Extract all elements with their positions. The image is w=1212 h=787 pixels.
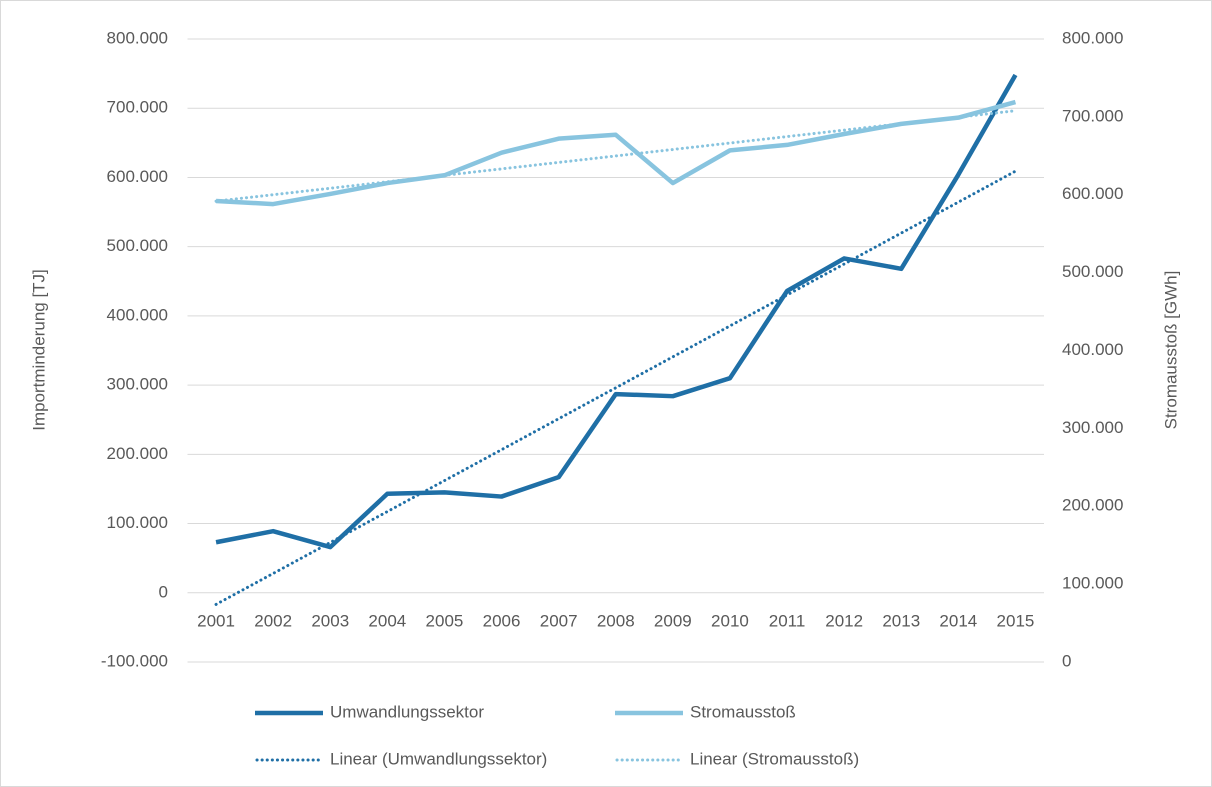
- legend-label: Stromausstoß: [690, 702, 796, 721]
- x-tick-label: 2002: [254, 611, 292, 630]
- trendline: [214, 109, 1017, 203]
- y2-tick-label: 600.000: [1062, 184, 1123, 203]
- x-tick-label: 2005: [426, 611, 464, 630]
- y-tick-label: 300.000: [107, 375, 168, 394]
- x-tick-label: 2011: [769, 611, 806, 630]
- y2-axis-title: Stromausstoß [GWh]: [1161, 271, 1180, 430]
- x-tick-label: 2004: [368, 611, 406, 630]
- x-tick-label: 2006: [483, 611, 521, 630]
- legend-label: Linear (Umwandlungssektor): [330, 749, 547, 768]
- legend-label: Umwandlungssektor: [330, 702, 484, 721]
- y2-tick-label: 300.000: [1062, 418, 1123, 437]
- y2-tick-label: 100.000: [1062, 574, 1123, 593]
- legend-label: Linear (Stromausstoß): [690, 749, 859, 768]
- y-tick-label: 800.000: [107, 28, 168, 47]
- x-tick-label: 2015: [997, 611, 1035, 630]
- x-tick-label: 2009: [654, 611, 692, 630]
- y-tick-label: 0: [159, 582, 168, 601]
- x-tick-label: 2012: [825, 611, 863, 630]
- y-tick-label: 400.000: [107, 305, 168, 324]
- y-tick-label: 700.000: [107, 98, 168, 117]
- x-tick-label: 2008: [597, 611, 635, 630]
- y-tick-label: 200.000: [107, 444, 168, 463]
- y2-tick-label: 700.000: [1062, 106, 1123, 125]
- y2-tick-label: 500.000: [1062, 262, 1123, 281]
- x-tick-label: 2014: [939, 611, 977, 630]
- x-tick-label: 2003: [311, 611, 349, 630]
- y-tick-label: 500.000: [107, 236, 168, 255]
- y2-tick-label: 400.000: [1062, 340, 1123, 359]
- series-line: [215, 99, 1017, 207]
- series-line: [215, 73, 1018, 550]
- y2-tick-label: 800.000: [1062, 28, 1123, 47]
- y-tick-label: 600.000: [107, 167, 168, 186]
- y2-tick-label: 200.000: [1062, 496, 1123, 515]
- y-tick-label: 100.000: [107, 513, 168, 532]
- y2-tick-label: 0: [1062, 651, 1071, 670]
- x-tick-label: 2013: [882, 611, 920, 630]
- y-tick-label: -100.000: [101, 651, 168, 670]
- x-tick-label: 2001: [197, 611, 235, 630]
- x-tick-label: 2007: [540, 611, 578, 630]
- y-axis-title: Importminderung [TJ]: [29, 269, 48, 431]
- x-tick-label: 2010: [711, 611, 749, 630]
